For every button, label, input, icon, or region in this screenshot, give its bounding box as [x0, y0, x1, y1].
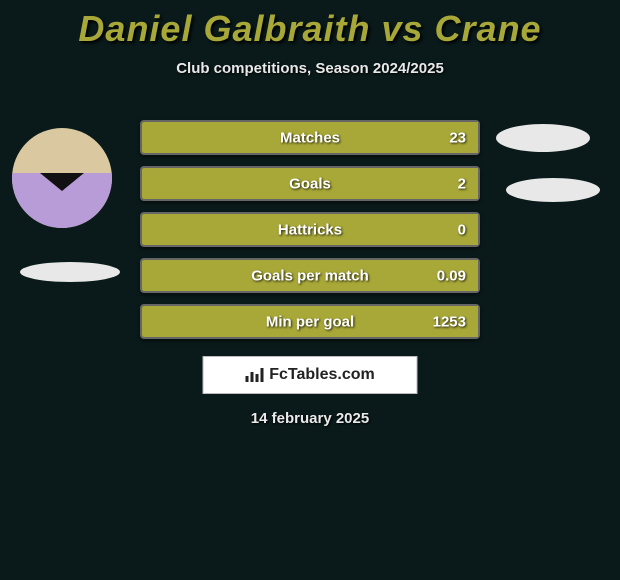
player-avatar-left: [12, 128, 112, 228]
bar-chart-icon: [245, 368, 263, 382]
stat-bar-goals-per-match: Goals per match 0.09: [140, 258, 480, 293]
avatar-collar: [40, 173, 84, 191]
stat-label: Goals per match: [251, 267, 369, 284]
stat-bar-min-per-goal: Min per goal 1253: [140, 304, 480, 339]
footer-date: 14 february 2025: [0, 410, 620, 427]
stat-value: 0.09: [437, 267, 466, 284]
source-logo-text: FcTables.com: [269, 366, 375, 384]
stats-bars: Matches 23 Goals 2 Hattricks 0 Goals per…: [140, 120, 480, 350]
page-title: Daniel Galbraith vs Crane: [0, 0, 620, 50]
stat-value: 2: [458, 175, 466, 192]
source-logo: FcTables.com: [203, 356, 418, 394]
stat-bar-hattricks: Hattricks 0: [140, 212, 480, 247]
stat-label: Goals: [289, 175, 331, 192]
avatar-shadow-right-2: [506, 178, 600, 202]
subtitle: Club competitions, Season 2024/2025: [0, 60, 620, 77]
stat-value: 1253: [433, 313, 466, 330]
stat-value: 0: [458, 221, 466, 238]
avatar-shadow-left: [20, 262, 120, 282]
avatar-shadow-right-1: [496, 124, 590, 152]
stat-bar-matches: Matches 23: [140, 120, 480, 155]
stat-label: Hattricks: [278, 221, 342, 238]
stat-label: Min per goal: [266, 313, 354, 330]
stat-value: 23: [449, 129, 466, 146]
stat-label: Matches: [280, 129, 340, 146]
stat-bar-goals: Goals 2: [140, 166, 480, 201]
